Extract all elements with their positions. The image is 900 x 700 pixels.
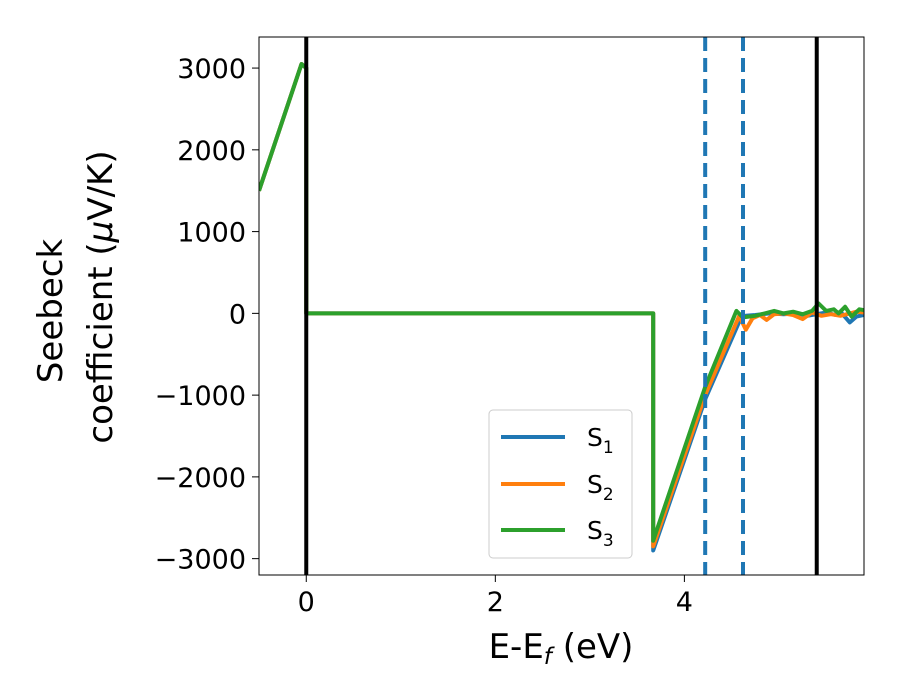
legend-label-s1: S1 [587, 423, 614, 458]
y-tick-label: −1000 [155, 381, 246, 412]
axes-frame [258, 36, 865, 576]
x-tick-label: 2 [487, 587, 504, 618]
plot-area [259, 37, 864, 575]
y-tick-label: −2000 [155, 463, 246, 494]
y-axis-label-line2: coefficient (μV/K) [81, 150, 121, 443]
x-axis-label: E-Ef (eV) [489, 627, 634, 670]
x-tick-label: 4 [676, 587, 693, 618]
legend-label-s2: S2 [587, 470, 614, 505]
y-tick-label: 2000 [177, 136, 246, 167]
y-tick-label: 1000 [177, 218, 246, 249]
x-axis: 0 2 4 [298, 575, 693, 618]
y-axis: −3000 −2000 −1000 0 1000 2000 3000 [155, 54, 259, 576]
y-tick-label: 3000 [177, 54, 246, 85]
legend-label-s3: S3 [587, 516, 614, 551]
y-tick-label: −3000 [155, 545, 246, 576]
x-tick-label: 0 [298, 587, 315, 618]
series-line-s3 [259, 62, 864, 543]
legend: S1 S2 S3 [488, 409, 633, 559]
y-axis-label-line1: Seebeck [31, 239, 71, 384]
y-tick-label: 0 [229, 299, 246, 330]
